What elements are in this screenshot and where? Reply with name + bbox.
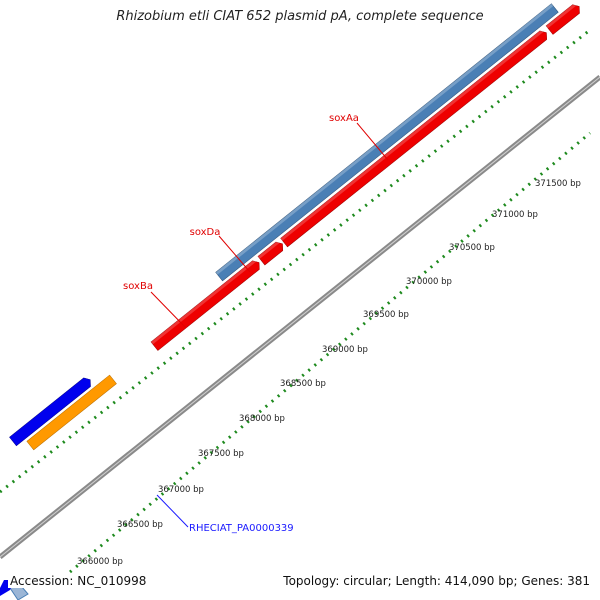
gene-orange[interactable] <box>26 374 117 451</box>
tick-label: 370500 bp <box>449 243 495 253</box>
gene-red-next[interactable] <box>545 2 583 35</box>
gene-soxaa-outer[interactable] <box>215 3 559 282</box>
gene-label-soxaa: soxAa <box>329 113 359 124</box>
tick-label: 366000 bp <box>77 557 123 567</box>
gene-blue-outer-2[interactable] <box>9 375 93 447</box>
gene-label-soxba: soxBa <box>123 281 153 292</box>
accession-text: Accession: NC_010998 <box>8 574 149 588</box>
gene-soxba[interactable] <box>150 258 263 351</box>
tick-label: 367500 bp <box>198 449 244 459</box>
inner-tick-row <box>69 131 591 574</box>
tick-label: 370000 bp <box>406 277 452 287</box>
topology-summary: Topology: circular; Length: 414,090 bp; … <box>281 574 592 588</box>
tick-label: 371000 bp <box>492 210 538 220</box>
map-title: Rhizobium etli CIAT 652 plasmid pA, comp… <box>116 9 484 24</box>
tick-label: 371500 bp <box>535 179 581 189</box>
tick-label: 366500 bp <box>117 520 163 530</box>
gene-label-soxda: soxDa <box>190 227 221 238</box>
locus-tag-label[interactable]: RHECIAT_PA0000339 <box>189 523 294 534</box>
tick-label: 368000 bp <box>239 414 285 424</box>
gene-soxda[interactable] <box>257 240 286 266</box>
position-scale: 366000 bp 366500 bp 367000 bp 367500 bp … <box>77 179 581 567</box>
gene-soxaa[interactable] <box>280 28 550 248</box>
outer-tick-row <box>0 28 591 494</box>
tick-label: 368500 bp <box>280 379 326 389</box>
tick-label: 369500 bp <box>363 310 409 320</box>
tick-label: 367000 bp <box>158 485 204 495</box>
tick-label: 369000 bp <box>322 345 368 355</box>
